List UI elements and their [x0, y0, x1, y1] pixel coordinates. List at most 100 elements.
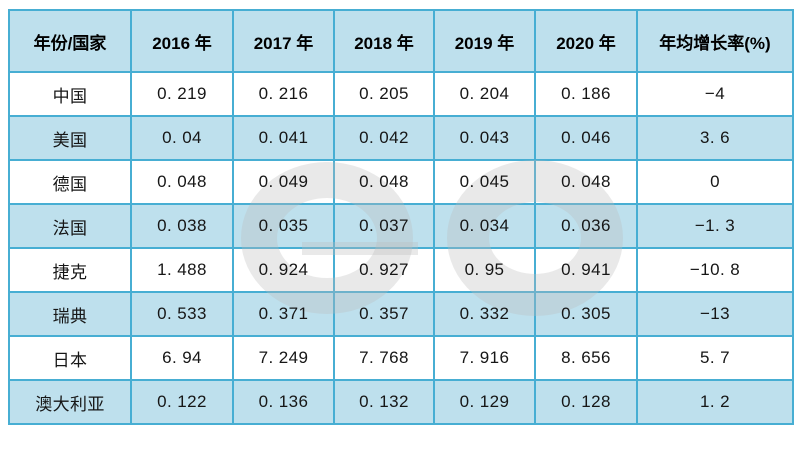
cell-text: 7. 768	[359, 348, 409, 367]
value-cell: 0. 042	[333, 115, 435, 161]
value-cell: −10. 8	[636, 247, 794, 293]
cell-text: 0. 371	[258, 304, 309, 323]
row-label-cell: 日本	[8, 335, 132, 381]
cell-text: 2020 年	[556, 33, 616, 53]
cell-text: 0. 041	[258, 128, 309, 147]
table-body: 中国 0. 219 0. 216 0. 205 0. 204 0. 186 −4 美国 0. 0…	[8, 71, 794, 425]
value-cell: 0. 122	[130, 379, 234, 425]
value-cell: 6. 94	[130, 335, 234, 381]
value-cell: 0. 204	[433, 71, 536, 117]
value-cell: 0. 129	[433, 379, 536, 425]
value-cell: 8. 656	[534, 335, 638, 381]
column-header-4: 2019 年	[433, 9, 536, 73]
value-cell: 0. 136	[232, 379, 335, 425]
cell-text: 0. 219	[157, 84, 207, 103]
value-cell: 0. 305	[534, 291, 638, 337]
value-cell: 7. 249	[232, 335, 335, 381]
value-cell: 0. 041	[232, 115, 335, 161]
cell-text: 0. 132	[359, 392, 409, 411]
cell-text: 捷克	[52, 262, 88, 282]
column-header-0: 年份/国家	[8, 9, 132, 73]
value-cell: 1. 2	[636, 379, 794, 425]
cell-text: 5. 7	[700, 348, 730, 367]
value-cell: 1. 488	[130, 247, 234, 293]
data-table: 年份/国家 2016 年 2017 年 2018 年 2019 年 2020 年 年均增长率…	[8, 9, 794, 425]
cell-text: 0. 037	[359, 216, 409, 235]
cell-text: 0. 036	[561, 216, 611, 235]
value-cell: 7. 916	[433, 335, 536, 381]
row-label-cell: 德国	[8, 159, 132, 205]
cell-text: 0. 204	[459, 84, 510, 103]
value-cell: 3. 6	[636, 115, 794, 161]
cell-text: 年均增长率(%)	[659, 33, 771, 53]
value-cell: 0. 128	[534, 379, 638, 425]
cell-text: −13	[699, 304, 731, 323]
row-label-cell: 中国	[8, 71, 132, 117]
value-cell: 0. 035	[232, 203, 335, 249]
table-row: 日本 6. 94 7. 249 7. 768 7. 916 8. 656 5. 7	[8, 335, 794, 381]
cell-text: 0. 129	[459, 392, 510, 411]
value-cell: 0. 048	[534, 159, 638, 205]
cell-text: 0. 048	[359, 172, 409, 191]
cell-text: 0. 357	[359, 304, 409, 323]
cell-text: 0. 046	[561, 128, 611, 147]
value-cell: 0. 371	[232, 291, 335, 337]
cell-text: 瑞典	[52, 306, 88, 326]
cell-text: 德国	[52, 174, 88, 194]
cell-text: 0. 186	[561, 84, 611, 103]
value-cell: 0. 132	[333, 379, 435, 425]
cell-text: 澳大利亚	[35, 394, 105, 414]
value-cell: −4	[636, 71, 794, 117]
cell-text: 美国	[52, 130, 88, 150]
cell-text: 8. 656	[561, 348, 611, 367]
table-row: 法国 0. 038 0. 035 0. 037 0. 034 0. 036 −1. 3	[8, 203, 794, 249]
value-cell: 0. 038	[130, 203, 234, 249]
value-cell: 0. 186	[534, 71, 638, 117]
cell-text: 1. 2	[700, 392, 730, 411]
value-cell: 0. 924	[232, 247, 335, 293]
value-cell: 0. 034	[433, 203, 536, 249]
header-row: 年份/国家 2016 年 2017 年 2018 年 2019 年 2020 年 年均增长率…	[8, 9, 794, 73]
cell-text: 0. 216	[258, 84, 309, 103]
value-cell: 0. 04	[130, 115, 234, 161]
table-row: 美国 0. 04 0. 041 0. 042 0. 043 0. 046 3. 6	[8, 115, 794, 161]
cell-text: 年份/国家	[33, 33, 107, 53]
cell-text: 0. 04	[162, 128, 202, 147]
value-cell: 0. 046	[534, 115, 638, 161]
value-cell: 0. 219	[130, 71, 234, 117]
value-cell: 0	[636, 159, 794, 205]
cell-text: 0. 941	[561, 260, 611, 279]
table-row: 德国 0. 048 0. 049 0. 048 0. 045 0. 048 0	[8, 159, 794, 205]
cell-text: 0. 533	[157, 304, 207, 323]
cell-text: 0. 924	[258, 260, 309, 279]
column-header-2: 2017 年	[232, 9, 335, 73]
value-cell: 0. 357	[333, 291, 435, 337]
column-header-6: 年均增长率(%)	[636, 9, 794, 73]
cell-text: 0. 927	[359, 260, 409, 279]
cell-text: 0. 049	[258, 172, 309, 191]
table-row: 澳大利亚 0. 122 0. 136 0. 132 0. 129 0. 128 1. 2	[8, 379, 794, 425]
cell-text: −10. 8	[689, 260, 741, 279]
cell-text: 0. 042	[359, 128, 409, 147]
value-cell: −13	[636, 291, 794, 337]
row-label-cell: 捷克	[8, 247, 132, 293]
value-cell: 0. 037	[333, 203, 435, 249]
cell-text: 2018 年	[354, 33, 414, 53]
cell-text: 0. 035	[258, 216, 309, 235]
cell-text: 0. 136	[258, 392, 309, 411]
cell-text: 0. 034	[459, 216, 510, 235]
cell-text: 1. 488	[157, 260, 207, 279]
cell-text: 0	[710, 172, 720, 191]
cell-text: 0. 122	[157, 392, 207, 411]
table-row: 捷克 1. 488 0. 924 0. 927 0. 95 0. 941 −10. 8	[8, 247, 794, 293]
cell-text: 0. 043	[459, 128, 510, 147]
cell-text: 中国	[52, 86, 88, 106]
cell-text: −4	[704, 84, 726, 103]
cell-text: 2019 年	[454, 33, 515, 53]
value-cell: 0. 941	[534, 247, 638, 293]
column-header-3: 2018 年	[333, 9, 435, 73]
value-cell: 7. 768	[333, 335, 435, 381]
value-cell: 0. 533	[130, 291, 234, 337]
table-row: 瑞典 0. 533 0. 371 0. 357 0. 332 0. 305 −13	[8, 291, 794, 337]
value-cell: 0. 049	[232, 159, 335, 205]
